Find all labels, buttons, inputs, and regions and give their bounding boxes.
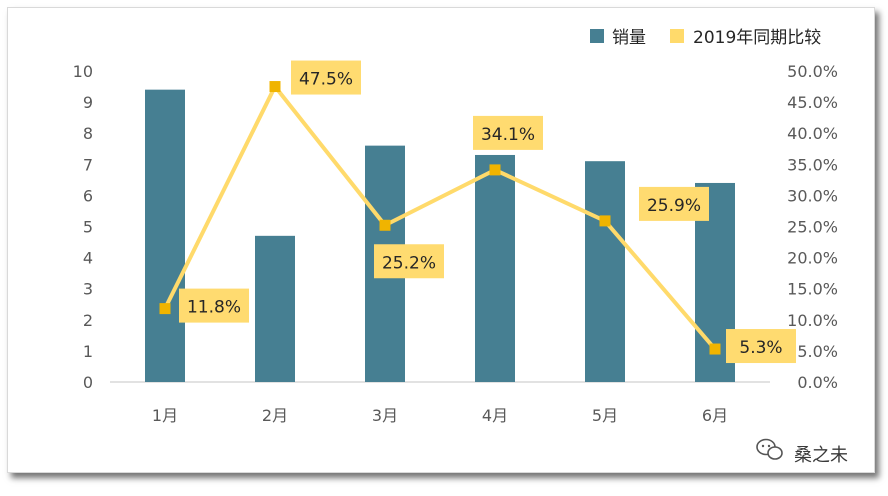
- legend-swatch-yoy: [670, 29, 684, 43]
- y-axis-left: 0 1 2 3 4 5 6 7 8 9 10: [73, 62, 93, 392]
- yoy-marker: [159, 303, 171, 315]
- yoy-data-label-bg: [179, 288, 249, 323]
- y-right-tick-label: 30.0%: [787, 186, 838, 205]
- yoy-marker: [489, 164, 501, 176]
- y-right-tick-label: 20.0%: [787, 249, 838, 268]
- legend-swatch-sales: [590, 29, 604, 43]
- sales-bar: [585, 161, 625, 382]
- x-tick-label: 5月: [592, 406, 618, 425]
- y-axis-right: 0.0% 5.0% 10.0% 15.0% 20.0% 25.0% 30.0% 35.0% 40…: [787, 62, 838, 392]
- yoy-data-label-bg: [291, 60, 361, 95]
- y-left-tick-label: 0: [83, 373, 93, 392]
- yoy-data-label-text: 47.5%: [299, 70, 353, 90]
- y-left-tick-label: 8: [83, 124, 93, 143]
- sales-bar: [145, 89, 185, 382]
- yoy-marker: [379, 219, 391, 231]
- y-right-tick-label: 5.0%: [797, 342, 838, 361]
- legend-label-sales: 销量: [612, 28, 646, 48]
- yoy-data-label-text: 5.3%: [739, 338, 782, 358]
- yoy-marker: [709, 343, 721, 355]
- yoy-marker: [599, 215, 611, 227]
- y-right-tick-label: 50.0%: [787, 62, 838, 81]
- yoy-data-label-text: 34.1%: [481, 125, 535, 145]
- x-tick-label: 2月: [262, 406, 288, 425]
- wechat-icon: [756, 438, 783, 460]
- x-tick-label: 6月: [702, 406, 728, 425]
- yoy-data-label-bg: [473, 115, 543, 150]
- x-axis: 1月 2月 3月 4月 5月 6月: [152, 406, 728, 425]
- yoy-data-label-bg: [726, 329, 796, 364]
- legend: 销量 2019年同期比较: [590, 28, 821, 48]
- y-left-tick-label: 1: [83, 342, 93, 361]
- yoy-data-label: 47.5%: [291, 60, 361, 95]
- x-tick-label: 3月: [372, 406, 398, 425]
- yoy-marker: [269, 81, 281, 93]
- yoy-series-line: [163, 84, 717, 351]
- x-tick-label: 4月: [482, 406, 508, 425]
- sales-bar: [255, 235, 295, 382]
- yoy-data-label: 25.9%: [639, 186, 709, 221]
- x-tick-label: 1月: [152, 406, 178, 425]
- watermark-text: 桑之未: [794, 445, 848, 466]
- y-right-tick-label: 40.0%: [787, 124, 838, 143]
- data-labels: 11.8% 47.5% 25.2% 34.1% 25.9% 5.3%: [179, 60, 796, 364]
- legend-label-yoy: 2019年同期比较: [693, 28, 821, 48]
- y-left-tick-label: 7: [83, 155, 93, 174]
- yoy-data-label: 11.8%: [179, 288, 249, 323]
- yoy-data-label-bg: [639, 186, 709, 221]
- y-left-tick-label: 2: [83, 311, 93, 330]
- y-left-tick-label: 4: [83, 249, 93, 268]
- yoy-data-label: 34.1%: [473, 115, 543, 150]
- y-left-tick-label: 3: [83, 280, 93, 299]
- yoy-markers: [159, 81, 721, 355]
- y-right-tick-label: 45.0%: [787, 93, 838, 112]
- yoy-data-label-text: 25.2%: [382, 253, 436, 273]
- yoy-data-label: 25.2%: [374, 244, 444, 279]
- y-right-tick-label: 0.0%: [797, 373, 838, 392]
- y-right-tick-label: 25.0%: [787, 218, 838, 237]
- yoy-data-label-text: 11.8%: [187, 298, 241, 318]
- watermark: 桑之未: [756, 438, 848, 466]
- y-left-tick-label: 6: [83, 186, 93, 205]
- y-left-tick-label: 10: [73, 62, 93, 81]
- y-right-tick-label: 10.0%: [787, 311, 838, 330]
- y-left-tick-label: 9: [83, 93, 93, 112]
- sales-bar: [475, 154, 515, 382]
- yoy-data-label-text: 25.9%: [647, 196, 701, 216]
- y-right-tick-label: 15.0%: [787, 280, 838, 299]
- yoy-data-label-bg: [374, 244, 444, 279]
- yoy-data-label: 5.3%: [726, 329, 796, 364]
- bars: [145, 89, 735, 382]
- y-left-tick-label: 5: [83, 218, 93, 237]
- y-right-tick-label: 35.0%: [787, 155, 838, 174]
